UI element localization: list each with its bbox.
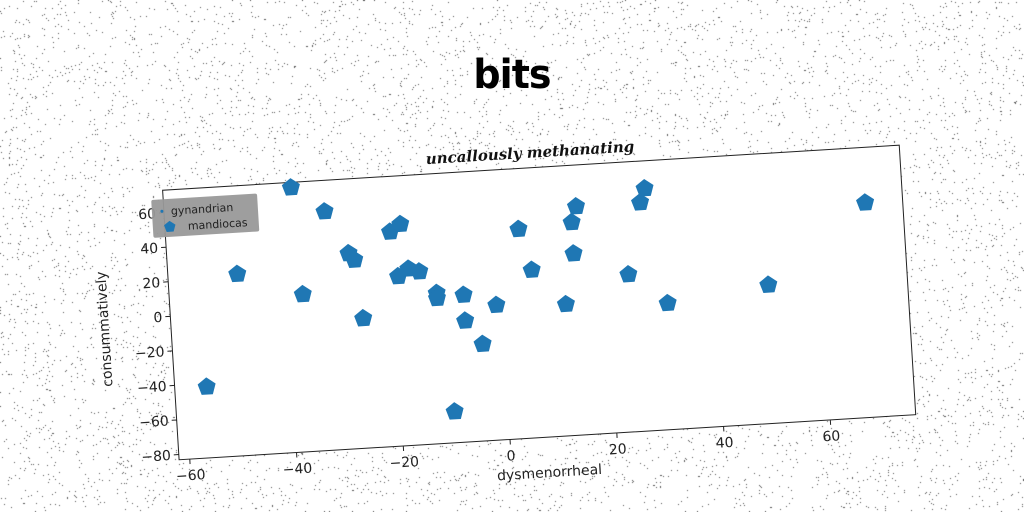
data-point-mandiocas	[391, 214, 410, 233]
data-point-mandiocas	[562, 212, 581, 231]
data-point-mandiocas	[445, 402, 464, 420]
y-tick-label: −20	[135, 344, 165, 362]
legend-marker-gynandrian	[160, 209, 164, 213]
data-point-mandiocas	[856, 193, 875, 211]
data-point-mandiocas	[522, 260, 541, 278]
x-axis-ticks: −60 −40 −20 0 20 40 60	[176, 419, 841, 485]
x-axis-label: dysmenorrheal	[497, 462, 603, 484]
legend-label-mandiocas: mandiocas	[187, 216, 248, 233]
data-point-mandiocas	[345, 250, 364, 268]
scatter-points	[197, 178, 875, 420]
legend-label-gynandrian: gynandrian	[171, 201, 234, 218]
x-tick-label: 40	[715, 435, 734, 452]
y-tick-label: −40	[137, 379, 167, 397]
data-point-mandiocas	[658, 293, 677, 312]
data-point-mandiocas	[635, 179, 654, 197]
data-point-mandiocas	[509, 219, 528, 238]
data-point-mandiocas	[293, 284, 312, 303]
y-tick-label: 40	[140, 241, 159, 258]
data-point-mandiocas	[354, 308, 373, 327]
y-tick-label: −60	[139, 413, 169, 431]
data-point-mandiocas	[473, 334, 492, 353]
data-point-mandiocas	[228, 264, 247, 283]
data-point-mandiocas	[410, 262, 429, 280]
x-tick-label: −20	[389, 454, 419, 472]
y-tick-label: 0	[153, 310, 163, 327]
y-axis-label: consummatively	[93, 271, 116, 387]
legend: gynandrian mandiocas	[151, 193, 260, 238]
data-point-mandiocas	[619, 264, 638, 283]
data-point-mandiocas	[427, 288, 446, 307]
x-tick-label: 20	[608, 441, 627, 458]
data-point-mandiocas	[556, 294, 575, 313]
data-point-mandiocas	[759, 275, 778, 293]
data-point-mandiocas	[564, 244, 583, 262]
legend-marker-mandiocas	[164, 220, 176, 232]
data-point-mandiocas	[197, 377, 216, 395]
y-tick-label: 20	[142, 275, 161, 292]
data-point-mandiocas	[566, 197, 585, 215]
data-point-mandiocas	[487, 295, 506, 314]
x-tick-label: 60	[822, 428, 841, 445]
data-point-mandiocas	[281, 178, 300, 196]
data-point-mandiocas	[315, 202, 334, 220]
x-tick-label: −60	[176, 467, 206, 485]
data-point-mandiocas	[456, 311, 475, 329]
y-tick-label: −80	[141, 448, 171, 466]
plot-frame	[162, 144, 917, 461]
data-point-mandiocas	[454, 285, 473, 303]
page-title: bits	[473, 52, 551, 98]
legend-box	[151, 193, 260, 238]
x-tick-label: −40	[282, 461, 312, 479]
x-tick-label: 0	[506, 448, 516, 465]
data-point-mandiocas	[630, 193, 650, 211]
